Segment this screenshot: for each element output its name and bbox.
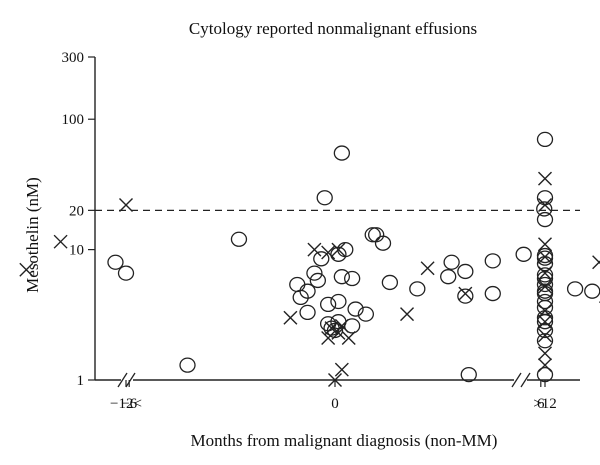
cross-point: [334, 318, 349, 333]
circle-point: [107, 254, 124, 270]
x-tick-label: 0: [331, 396, 339, 412]
cross-point: [321, 330, 336, 345]
cross-point: [400, 307, 415, 322]
circle-point: [179, 357, 196, 373]
circle-point: [536, 314, 554, 330]
circle-point: [409, 281, 426, 297]
circle-point: [343, 318, 361, 334]
circle-point: [364, 227, 381, 243]
circle-point: [316, 190, 333, 206]
circle-point: [313, 251, 330, 267]
circle-point: [343, 270, 361, 287]
circle-point: [306, 265, 323, 281]
axis-break-mark: [520, 372, 531, 388]
circle-point: [333, 145, 351, 161]
cross-point: [538, 328, 552, 343]
circle-point: [333, 269, 351, 285]
cross-point: [283, 310, 298, 325]
circle-point: [536, 366, 554, 383]
cross-point: [331, 242, 346, 257]
cross-point: [538, 279, 552, 294]
circle-point: [457, 288, 474, 304]
circle-point: [326, 322, 344, 339]
cross-point: [538, 314, 552, 329]
circle-point: [117, 265, 135, 281]
y-tick-label: 20: [69, 203, 84, 219]
x-axis-label: Months from malignant diagnosis (non-MM): [191, 431, 498, 450]
circle-point: [289, 276, 306, 293]
cross-point: [53, 234, 68, 249]
y-tick-label: 100: [62, 112, 85, 128]
circle-point: [536, 293, 554, 310]
cross-point: [538, 266, 552, 281]
axis-break-mark: [117, 372, 128, 388]
circle-point: [347, 301, 364, 317]
circle-point: [536, 276, 554, 293]
cross-point: [592, 255, 600, 270]
cross-point: [341, 330, 356, 345]
circle-point: [536, 322, 554, 339]
circle-point: [484, 285, 501, 302]
y-tick-label: 1: [77, 373, 85, 389]
circle-point: [536, 250, 554, 266]
axis-break-mark: [125, 372, 136, 388]
cross-point: [307, 242, 322, 257]
cross-point: [321, 245, 336, 260]
circle-point: [230, 231, 248, 247]
y-tick-label: 10: [69, 243, 84, 259]
cross-point: [538, 237, 552, 252]
cross-point: [538, 249, 552, 264]
cross-point: [328, 373, 342, 387]
circle-point: [374, 235, 392, 251]
cross-point: [19, 262, 34, 277]
cross-point: [119, 197, 133, 212]
axis-break-mark: [511, 372, 522, 388]
cross-point: [538, 197, 552, 212]
circle-point: [299, 304, 316, 321]
circle-point: [536, 333, 554, 349]
y-tick-label: 300: [62, 50, 85, 66]
axes: 1 10 20 100 300 −12<−6 0 6>12: [62, 50, 580, 412]
circle-point: [299, 283, 316, 299]
circle-point: [460, 366, 477, 383]
circle-point: [536, 310, 554, 326]
circle-point: [536, 211, 554, 228]
circle-point: [536, 201, 553, 217]
circle-point: [536, 267, 554, 283]
circle-point: [330, 293, 347, 310]
cross-point: [538, 303, 552, 318]
circle-point: [319, 296, 337, 313]
circle-point: [443, 254, 460, 270]
circle-point: [536, 270, 554, 287]
cross-point: [331, 325, 346, 340]
circle-point: [457, 263, 474, 280]
data-marks: [19, 131, 600, 387]
circle-point: [484, 253, 501, 269]
circle-point: [357, 306, 375, 322]
x-tick-label: −6: [121, 396, 137, 412]
cross-point: [538, 346, 552, 361]
cross-point: [538, 171, 552, 186]
x-tick-label: −12<: [110, 396, 142, 412]
y-axis-label: Mesothelin (nM): [23, 177, 42, 293]
x-tick-label: >12: [533, 396, 556, 412]
cross-point: [420, 261, 435, 276]
cross-point: [334, 362, 349, 377]
circle-point: [584, 283, 600, 299]
circle-point: [381, 274, 399, 291]
chart-title: Cytology reported nonmalignant effusions: [189, 19, 477, 38]
circle-point: [440, 269, 457, 285]
cross-point: [538, 358, 552, 373]
circle-point: [515, 246, 532, 262]
cross-point: [458, 286, 473, 301]
circle-point: [309, 272, 327, 289]
circle-point: [536, 131, 554, 148]
x-tick-label: 6: [537, 396, 545, 412]
circle-point: [566, 281, 584, 297]
